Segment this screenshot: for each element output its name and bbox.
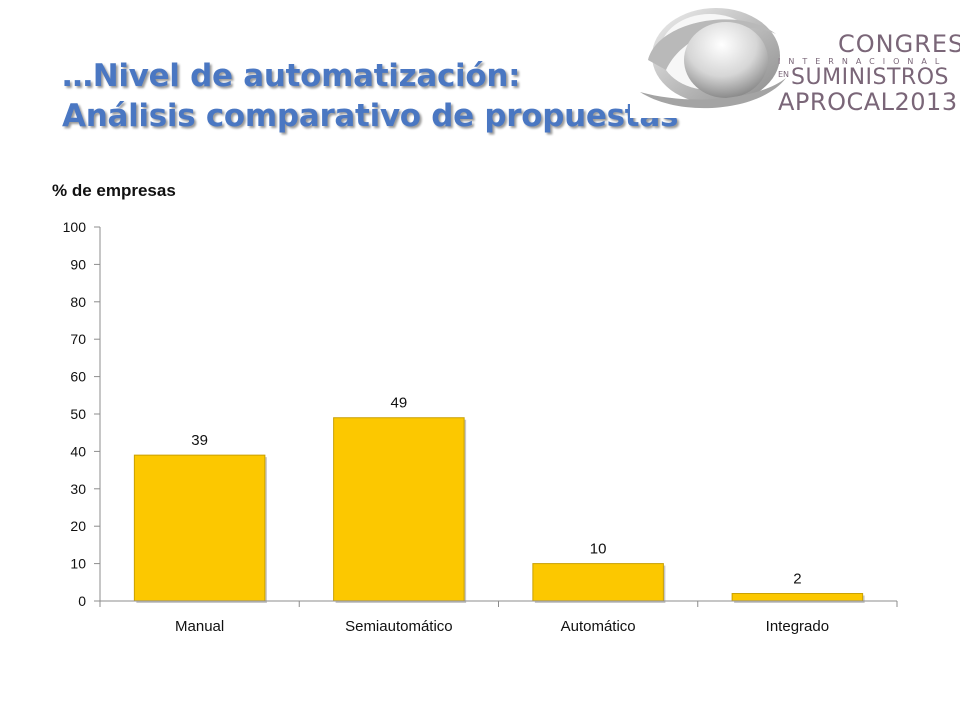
y-tick-label: 90 [70,256,86,272]
data-label: 10 [590,541,607,558]
y-tick-label: 20 [70,518,86,534]
y-axis: 0 10 20 30 40 50 60 70 80 90 100 [63,219,101,609]
y-tick-label: 60 [70,369,86,385]
logo-text-congreso: CONGRESO [838,30,960,58]
y-tick-label: 80 [70,294,86,310]
x-axis: Manual Semiautomático Automático Integrado [99,600,898,635]
y-axis-label: % de empresas [52,181,176,200]
y-tick-label: 0 [78,593,86,609]
bars [133,417,865,603]
x-category-label: Semiautomático [345,618,453,635]
title-line-2: Análisis comparativo de propuestas [62,98,679,134]
logo-text-suministros: SUMINISTROS [791,65,949,90]
slide-title: …Nivel de automatización: Análisis compa… [62,56,678,136]
data-label: 49 [391,395,408,412]
logo-text-en: EN [778,70,790,79]
bar-0 [133,454,266,602]
logo-wordmark: CONGRESO INTERNACIONAL EN SUMINISTROS AP… [778,30,960,116]
data-label: 39 [191,432,208,449]
data-label: 2 [793,571,801,588]
y-tick-label: 40 [70,443,86,459]
logo-text-internacional: INTERNACIONAL [778,57,948,66]
swirl-emblem-icon [640,8,786,109]
y-tick-label: 100 [63,219,87,235]
y-tick-label: 10 [70,556,86,572]
x-category-label: Integrado [766,618,829,635]
y-tick-label: 50 [70,406,86,422]
y-tick-label: 70 [70,331,86,347]
logo-text-aprocal: APROCAL2013 [778,88,958,116]
bar-1 [333,417,465,602]
bar-3 [731,593,864,602]
data-labels: 39 49 10 2 [191,395,801,588]
x-category-label: Manual [175,618,224,635]
congreso-logo: CONGRESO INTERNACIONAL EN SUMINISTROS AP… [630,0,960,118]
y-tick-label: 30 [70,481,86,497]
bar-chart: % de empresas 0 10 20 30 40 50 60 70 80 90 100 39 4… [52,181,898,635]
x-category-label: Automático [561,618,636,635]
title-line-1: …Nivel de automatización: [62,58,521,94]
bar-2 [532,563,664,602]
